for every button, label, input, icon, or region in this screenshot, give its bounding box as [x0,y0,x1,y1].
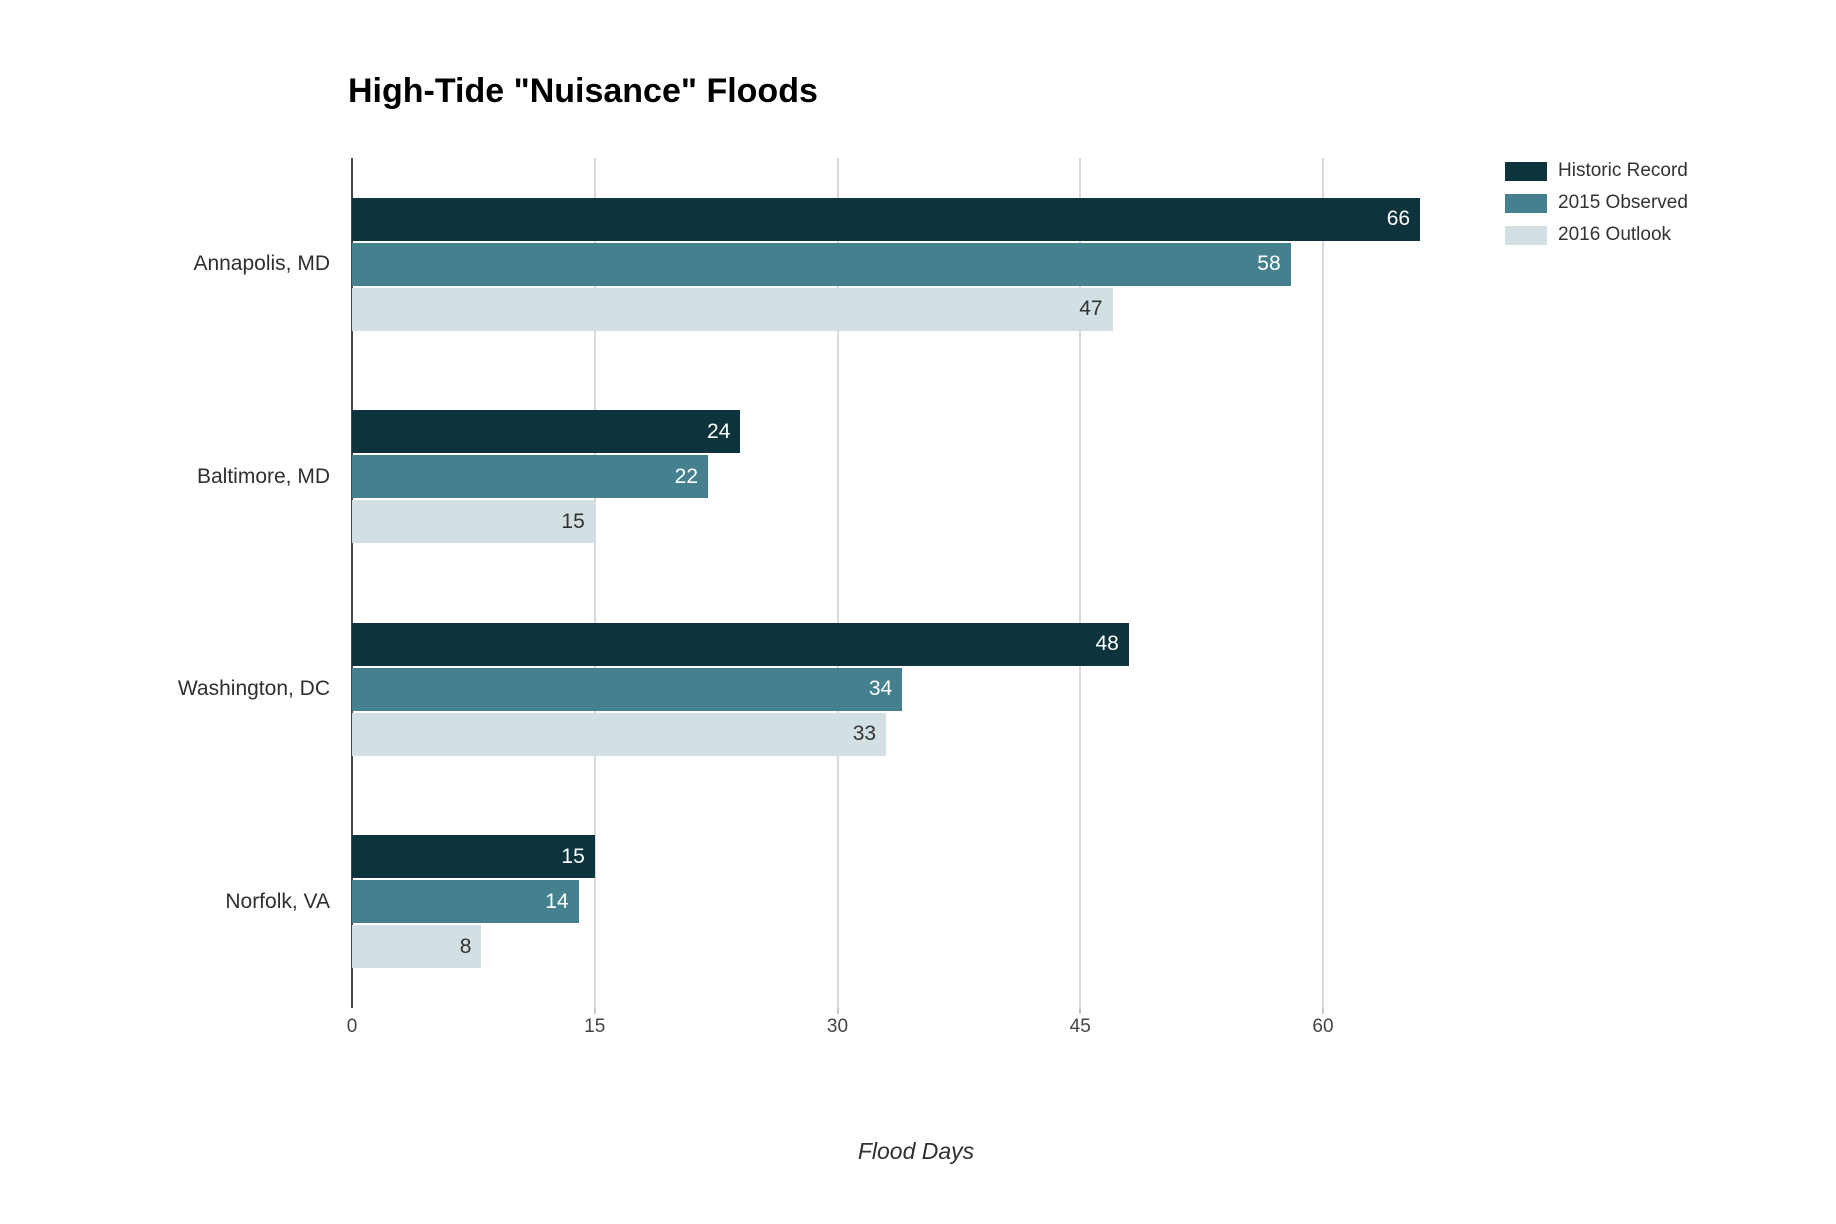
tick-mark-x-60 [1322,1008,1324,1014]
bar-value-label: 66 [1386,207,1411,231]
bar-value-label: 22 [674,464,699,488]
bar: 15 [352,835,595,879]
x-tick-label: 30 [826,1016,849,1037]
bar: 47 [352,287,1113,331]
legend-item: Historic Record [1505,155,1688,187]
bar-value-label: 34 [868,677,893,701]
bar: 34 [352,667,903,711]
legend: Historic Record 2015 Observed 2016 Outlook [1505,155,1688,251]
bar-value-label: 8 [459,934,472,958]
x-tick-label: 15 [584,1016,606,1037]
legend-swatch [1505,193,1547,213]
bar-value-label: 47 [1079,297,1103,321]
category-label: Washington, DC [177,677,330,701]
legend-label: 2016 Outlook [1558,224,1672,245]
x-tick-label: 60 [1312,1016,1334,1037]
bar: 33 [352,712,887,756]
tick-mark-x-30 [836,1008,839,1014]
legend-label: 2015 Observed [1558,192,1688,213]
legend-item: 2015 Observed [1505,187,1688,219]
gridline-x-30 [836,158,839,1008]
chart-title: High-Tide "Nuisance" Floods [348,72,818,110]
gridline-x-15 [593,158,596,1008]
legend-label: Historic Record [1558,160,1688,181]
bar-value-label: 33 [852,722,877,746]
x-axis-title: Flood Days [857,1138,975,1164]
category-label: Norfolk, VA [225,889,330,913]
category-label: Annapolis, MD [193,252,330,276]
bar-value-label: 14 [545,889,569,913]
gridline-x-60 [1322,158,1324,1008]
bar-value-label: 24 [707,419,731,443]
x-tick-label: 0 [346,1016,358,1037]
bar: 22 [352,455,709,499]
bar: 58 [352,242,1291,286]
tick-mark-x-45 [1079,1008,1082,1014]
bar-value-label: 15 [561,509,585,533]
bar: 14 [352,880,579,924]
bar: 24 [352,410,741,454]
bar-value-label: 15 [561,844,585,868]
legend-swatch [1505,161,1547,181]
bar: 15 [352,500,595,544]
tick-mark-x-15 [593,1008,596,1014]
x-tick-label: 45 [1069,1016,1091,1037]
bar: 48 [352,622,1129,666]
legend-swatch [1505,225,1547,245]
bar-value-label: 48 [1095,632,1119,656]
category-label: Baltimore, MD [196,464,330,488]
gridline-x-45 [1079,158,1082,1008]
bar: 8 [352,925,482,969]
y-axis-line [351,158,353,1008]
legend-item: 2016 Outlook [1505,219,1688,251]
bar-value-label: 58 [1257,252,1281,276]
bar: 66 [352,197,1421,241]
